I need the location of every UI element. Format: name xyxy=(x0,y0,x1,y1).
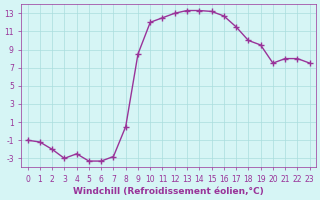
X-axis label: Windchill (Refroidissement éolien,°C): Windchill (Refroidissement éolien,°C) xyxy=(73,187,264,196)
